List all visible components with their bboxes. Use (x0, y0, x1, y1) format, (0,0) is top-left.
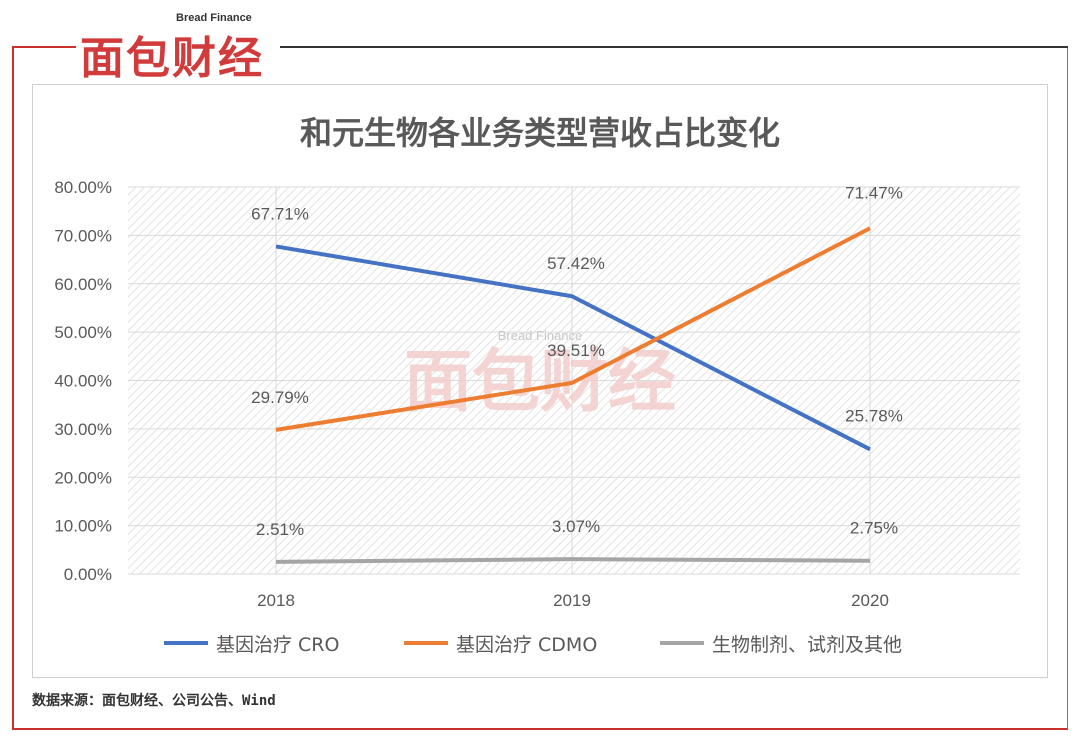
y-tick-label: 10.00% (54, 517, 112, 536)
x-tick-label: 2019 (553, 591, 591, 610)
y-tick-label: 50.00% (54, 323, 112, 342)
legend-swatch (404, 641, 448, 645)
legend-item: 基因治疗 CRO (164, 628, 339, 658)
data-label: 39.51% (547, 341, 605, 360)
brand-logo-cn: 面包财经 (80, 33, 264, 84)
data-label: 3.07% (552, 517, 600, 536)
data-label: 71.47% (845, 183, 903, 202)
y-tick-label: 60.00% (54, 275, 112, 294)
watermark-cn: 面包财经 (404, 343, 676, 422)
legend-label: 基因治疗 CDMO (456, 633, 598, 656)
frame-top-accent (12, 46, 76, 48)
legend-label: 生物制剂、试剂及其他 (712, 633, 903, 656)
y-tick-label: 0.00% (64, 565, 112, 584)
data-label: 25.78% (845, 406, 903, 425)
legend-item: 基因治疗 CDMO (404, 628, 597, 658)
data-label: 2.51% (256, 520, 304, 539)
legend-item: 生物制剂、试剂及其他 (660, 628, 902, 658)
chart-legend: 基因治疗 CRO 基因治疗 CDMO 生物制剂、试剂及其他 (0, 628, 1080, 658)
y-tick-label: 70.00% (54, 226, 112, 245)
y-tick-label: 80.00% (54, 178, 112, 197)
legend-swatch (660, 641, 704, 645)
data-label: 29.79% (251, 388, 309, 407)
data-label: 57.42% (547, 254, 605, 273)
data-source: 数据来源：面包财经、公司公告、Wind (32, 693, 276, 709)
y-tick-label: 20.00% (54, 468, 112, 487)
x-tick-label: 2018 (257, 591, 295, 610)
chart-title: 和元生物各业务类型营收占比变化 (299, 114, 780, 152)
x-tick-label: 2020 (851, 591, 889, 610)
frame-top-line (280, 46, 1068, 48)
legend-swatch (164, 641, 208, 645)
y-tick-label: 30.00% (54, 420, 112, 439)
outer-frame (12, 46, 1068, 730)
y-tick-label: 40.00% (54, 372, 112, 391)
data-label: 2.75% (850, 519, 898, 538)
legend-label: 基因治疗 CRO (216, 633, 340, 656)
watermark-en: Bread Finance (498, 328, 583, 343)
data-label: 67.71% (251, 204, 309, 223)
brand-logo-en: Bread Finance (176, 12, 252, 24)
